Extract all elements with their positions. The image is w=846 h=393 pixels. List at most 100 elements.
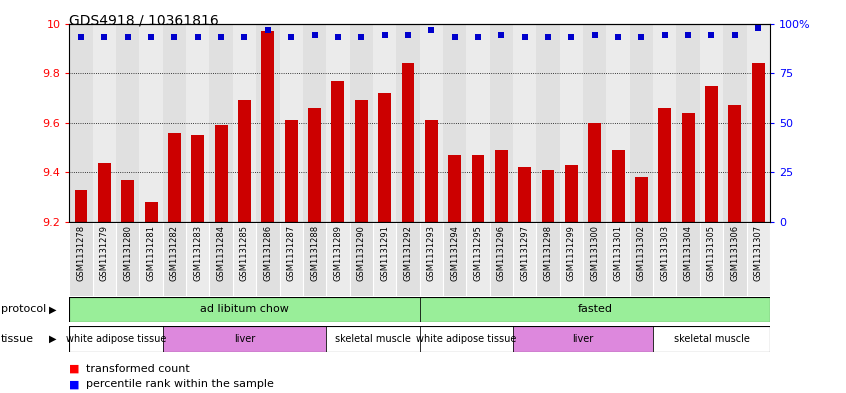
Bar [349, 24, 373, 222]
Bar [279, 24, 303, 222]
Bar [69, 297, 420, 322]
Text: GSM1131302: GSM1131302 [637, 225, 646, 281]
Bar [116, 24, 140, 222]
Point [331, 34, 344, 40]
Bar [677, 24, 700, 222]
Bar [69, 326, 162, 352]
Bar [565, 165, 578, 222]
Text: GSM1131299: GSM1131299 [567, 225, 576, 281]
Bar [629, 223, 653, 296]
Bar [513, 24, 536, 222]
Text: GSM1131305: GSM1131305 [707, 225, 716, 281]
Bar [728, 105, 741, 222]
Point [518, 34, 531, 40]
Bar [425, 120, 437, 222]
Bar [583, 223, 607, 296]
Text: GSM1131307: GSM1131307 [754, 225, 763, 281]
Text: GSM1131294: GSM1131294 [450, 225, 459, 281]
Bar [536, 24, 560, 222]
Point [261, 26, 275, 33]
Bar [396, 223, 420, 296]
Point [471, 34, 485, 40]
Bar [420, 223, 443, 296]
Bar [93, 223, 116, 296]
Bar [466, 24, 490, 222]
Point [495, 32, 508, 39]
Bar [256, 24, 279, 222]
Bar [677, 223, 700, 296]
Text: GSM1131296: GSM1131296 [497, 225, 506, 281]
Point [354, 34, 368, 40]
Text: GSM1131288: GSM1131288 [310, 225, 319, 281]
Text: GSM1131301: GSM1131301 [613, 225, 623, 281]
Point [214, 34, 228, 40]
Point [425, 26, 438, 33]
Text: ad libitum chow: ad libitum chow [200, 305, 289, 314]
Bar [373, 223, 396, 296]
Bar [233, 223, 256, 296]
Bar [215, 125, 228, 222]
Bar [700, 24, 723, 222]
Bar [519, 167, 531, 222]
Bar [373, 24, 396, 222]
Bar [233, 24, 256, 222]
Text: GSM1131286: GSM1131286 [263, 225, 272, 281]
Text: white adipose tissue: white adipose tissue [66, 334, 167, 344]
Bar [612, 150, 624, 222]
Text: fasted: fasted [577, 305, 613, 314]
Text: liver: liver [233, 334, 255, 344]
Text: GSM1131297: GSM1131297 [520, 225, 530, 281]
Point [658, 32, 672, 39]
Text: GSM1131284: GSM1131284 [217, 225, 226, 281]
Bar [746, 223, 770, 296]
Bar [303, 24, 327, 222]
Text: white adipose tissue: white adipose tissue [416, 334, 517, 344]
Bar [658, 108, 671, 222]
Bar [168, 133, 181, 222]
Bar [448, 155, 461, 222]
Bar [162, 326, 327, 352]
Bar [560, 24, 583, 222]
Bar [402, 63, 415, 222]
Text: GSM1131306: GSM1131306 [730, 225, 739, 281]
Bar [752, 63, 765, 222]
Bar [490, 223, 513, 296]
Text: GSM1131283: GSM1131283 [193, 225, 202, 281]
Point [541, 34, 555, 40]
Bar [513, 326, 653, 352]
Bar [303, 223, 327, 296]
Bar [420, 326, 513, 352]
Point [612, 34, 625, 40]
Bar [162, 223, 186, 296]
Point [588, 32, 602, 39]
Bar [69, 24, 93, 222]
Bar [588, 123, 602, 222]
Text: GSM1131291: GSM1131291 [380, 225, 389, 281]
Bar [653, 223, 677, 296]
Text: GSM1131278: GSM1131278 [76, 225, 85, 281]
Bar [308, 108, 321, 222]
Point [564, 34, 578, 40]
Bar [261, 31, 274, 222]
Point [378, 32, 392, 39]
Bar [74, 190, 87, 222]
Text: ▶: ▶ [49, 334, 57, 344]
Bar [354, 101, 368, 222]
Text: GSM1131280: GSM1131280 [124, 225, 132, 281]
Point [634, 34, 648, 40]
Point [97, 34, 111, 40]
Bar [495, 150, 508, 222]
Bar [607, 223, 629, 296]
Bar [466, 223, 490, 296]
Bar [332, 81, 344, 222]
Bar [746, 24, 770, 222]
Point [308, 32, 321, 39]
Text: GSM1131303: GSM1131303 [660, 225, 669, 281]
Text: GSM1131282: GSM1131282 [170, 225, 179, 281]
Text: GDS4918 / 10361816: GDS4918 / 10361816 [69, 14, 219, 28]
Bar [607, 24, 629, 222]
Bar [210, 223, 233, 296]
Text: GSM1131289: GSM1131289 [333, 225, 343, 281]
Text: skeletal muscle: skeletal muscle [335, 334, 411, 344]
Bar [116, 223, 140, 296]
